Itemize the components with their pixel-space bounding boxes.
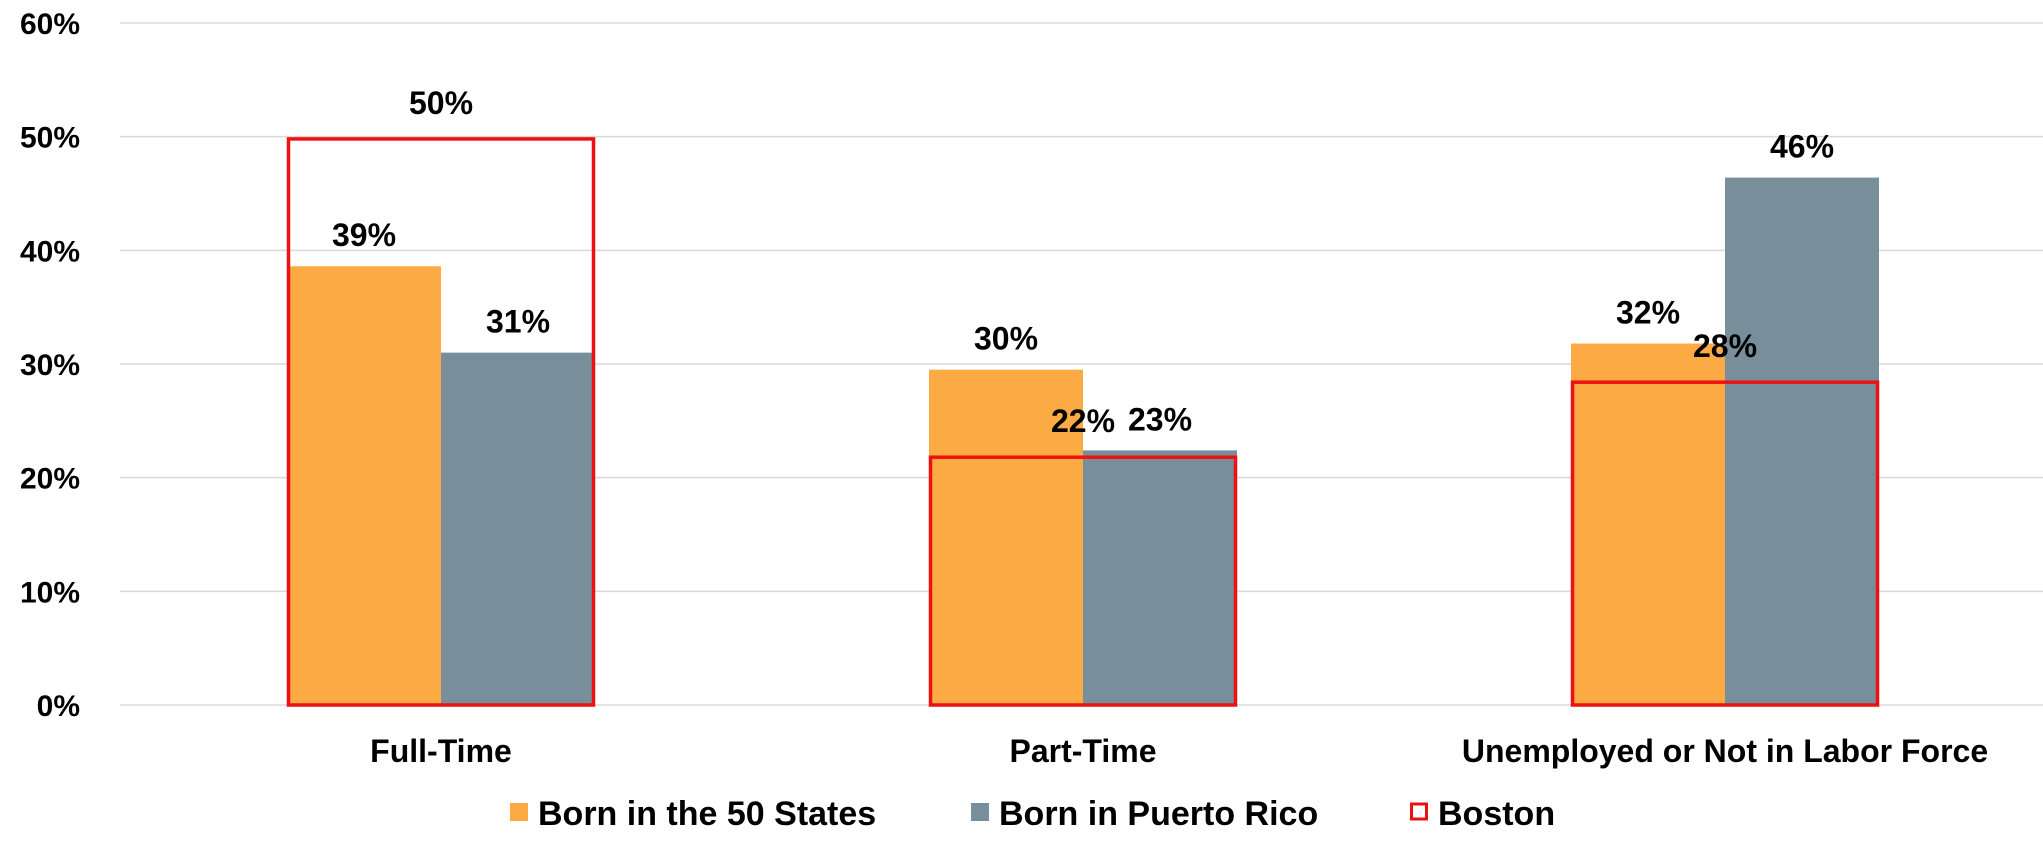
legend-label: Born in the 50 States	[538, 795, 876, 833]
data-label: 46%	[1770, 129, 1834, 165]
data-label: 22%	[1051, 403, 1115, 439]
data-label: 28%	[1693, 328, 1757, 364]
legend-swatch	[510, 803, 528, 821]
bar	[1725, 177, 1879, 705]
legend-swatch	[1410, 802, 1428, 821]
bar	[929, 369, 1083, 705]
boston-outline-bar	[286, 137, 596, 707]
y-tick-label: 40%	[20, 235, 80, 268]
data-labels: 39% 31% 50% 30% 23% 22% 32% 46% 28%	[332, 85, 1834, 439]
data-label: 32%	[1616, 295, 1680, 331]
data-label: 39%	[332, 217, 396, 253]
bar	[441, 352, 595, 705]
category-label: Full-Time	[370, 733, 512, 769]
data-label: 30%	[974, 321, 1038, 357]
boston-outlines	[286, 137, 1880, 707]
category-label: Unemployed or Not in Labor Force	[1462, 733, 1988, 769]
y-tick-label: 10%	[20, 576, 80, 609]
legend-label: Born in Puerto Rico	[999, 795, 1318, 833]
legend: Born in the 50 States Born in Puerto Rico…	[510, 795, 1555, 833]
boston-outline-bar	[1570, 380, 1880, 707]
legend-swatch	[971, 803, 989, 821]
bar	[287, 266, 441, 705]
legend-label: Boston	[1438, 795, 1555, 833]
y-tick-label: 0%	[37, 690, 80, 723]
bars	[287, 177, 1879, 705]
y-tick-label: 30%	[20, 349, 80, 382]
y-tick-label: 60%	[20, 8, 80, 41]
data-label: 23%	[1128, 401, 1192, 437]
bar	[1083, 450, 1237, 705]
boston-outline-bar	[928, 455, 1238, 707]
data-label: 31%	[486, 304, 550, 340]
category-label: Part-Time	[1009, 733, 1156, 769]
data-label: 50%	[409, 85, 473, 121]
bar	[1571, 343, 1725, 705]
y-axis-tick-labels: 0% 10% 20% 30% 40% 50% 60%	[20, 8, 80, 723]
y-tick-label: 50%	[20, 122, 80, 155]
category-labels: Full-Time Part-Time Unemployed or Not in L…	[370, 733, 1988, 769]
y-tick-label: 20%	[20, 463, 80, 496]
